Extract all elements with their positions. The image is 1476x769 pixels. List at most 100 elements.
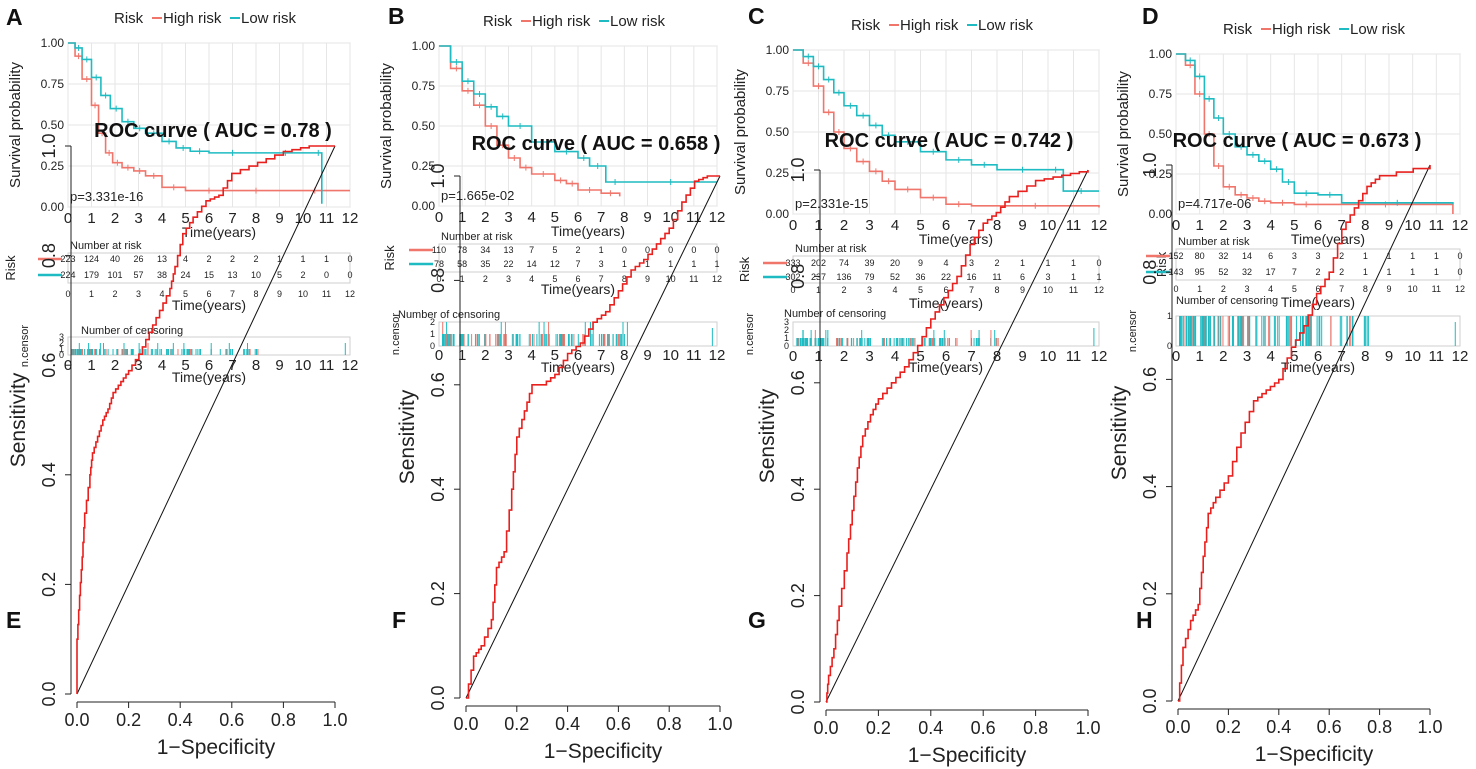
x-tick-label: 4 <box>1266 217 1274 234</box>
x-tick-label: 4 <box>891 217 899 234</box>
censor-x-tick: 9 <box>275 357 283 374</box>
x-tick-label: 5 <box>916 217 924 234</box>
censor-box <box>792 321 1100 347</box>
censor-x-tick: 0 <box>1172 348 1180 365</box>
y-axis-label: Survival probability <box>378 63 395 189</box>
roc-y-axis-label: Sensitivity <box>7 372 30 467</box>
risk-x-tick: 2 <box>483 274 488 284</box>
censor-x-tick: 0 <box>435 347 443 364</box>
risk-x-tick: 3 <box>1244 284 1249 294</box>
risk-x-tick: 7 <box>230 289 235 299</box>
censor-x-tick: 1 <box>814 348 822 365</box>
risk-x-tick: 6 <box>1315 284 1320 294</box>
x-tick-label: 11 <box>1066 217 1082 234</box>
risk-x-tick: 4 <box>892 285 897 295</box>
x-tick-label: 3 <box>504 209 512 226</box>
risk-x-tick: 0 <box>790 285 795 295</box>
roc-y-tick-label: 1.0 <box>788 157 808 182</box>
y-tick-label: 0.75 <box>766 84 790 98</box>
roc-y-tick-label: 1.0 <box>428 163 448 188</box>
censor-y-tick: 2 <box>430 317 435 327</box>
risk-table-row-label: Risk <box>1154 251 1169 277</box>
risk-x-tick: 11 <box>1432 284 1441 294</box>
censor-x-label: Time(years) <box>541 359 615 375</box>
risk-x-tick: 6 <box>206 289 211 299</box>
risk-x-tick: 5 <box>918 285 923 295</box>
risk-count-cell: 36 <box>915 272 925 282</box>
risk-count-cell: 11 <box>992 272 1001 282</box>
risk-table-box <box>1175 248 1461 281</box>
censor-x-tick: 10 <box>1404 348 1421 365</box>
y-axis-label: Survival probability <box>732 69 749 195</box>
risk-x-tick: 7 <box>599 274 604 284</box>
risk-count-cell: 12 <box>550 259 560 269</box>
x-tick-label: 0 <box>1172 217 1180 234</box>
risk-x-tick: 3 <box>506 274 511 284</box>
risk-x-tick: 8 <box>1363 284 1368 294</box>
risk-count-cell: 20 <box>890 258 900 268</box>
roc-title: ROC curve ( AUC = 0.78 ) <box>94 120 332 142</box>
x-tick-label: 10 <box>662 209 679 226</box>
x-tick-label: 6 <box>574 209 582 226</box>
roc-y-tick-label: 0.4 <box>428 477 448 502</box>
roc-x-tick-label: 0.6 <box>606 714 631 734</box>
risk-x-tick: 1 <box>816 285 821 295</box>
risk-count-cell: 1 <box>1096 272 1101 282</box>
panel-letter-A: A <box>6 4 23 30</box>
legend-title: Risk <box>483 13 513 30</box>
risk-x-tick: 11 <box>689 274 698 284</box>
y-tick-label: 0.25 <box>41 159 65 173</box>
y-tick-label: 1.00 <box>41 36 65 50</box>
roc-y-tick-label: 0.2 <box>428 581 448 606</box>
x-tick-label: 9 <box>643 209 651 226</box>
censor-x-tick: 2 <box>840 348 848 365</box>
x-tick-label: 5 <box>551 209 559 226</box>
x-tick-label: 5 <box>1290 217 1298 234</box>
risk-count-cell: 7 <box>575 259 580 269</box>
censor-y-tick: 3 <box>59 332 64 342</box>
risk-count-cell: 0 <box>622 245 627 255</box>
km-curve-low-risk <box>439 45 717 183</box>
risk-count-cell: 80 <box>1195 251 1205 261</box>
roc-y-tick-label: 0.4 <box>1140 474 1160 499</box>
roc-curve <box>1178 165 1431 702</box>
x-tick-label: 4 <box>158 210 166 227</box>
roc-x-tick-label: 0.8 <box>1023 718 1048 738</box>
risk-x-label: Time(years) <box>172 297 246 313</box>
censor-x-tick: 10 <box>295 357 312 374</box>
risk-x-label: Time(years) <box>1281 294 1355 310</box>
legend-label-low-risk: Low risk <box>241 10 297 27</box>
roc-y-tick-label: 1.0 <box>1140 152 1160 177</box>
x-tick-label: 12 <box>1091 217 1108 234</box>
risk-count-cell: 302 <box>785 272 800 282</box>
roc-x-tick-label: 0.2 <box>866 718 891 738</box>
censor-x-tick: 3 <box>1243 348 1251 365</box>
risk-x-tick: 10 <box>666 274 676 284</box>
roc-y-tick-label: 0.6 <box>39 353 59 378</box>
censor-x-tick: 6 <box>205 357 213 374</box>
censor-title: Number of censoring <box>784 308 886 320</box>
risk-count-cell: 78 <box>457 245 467 255</box>
risk-x-tick: 6 <box>575 274 580 284</box>
roc-panel-G: G ROC curve ( AUC = 0.742 ) 0.0 0.2 0.4 0.6 0.… <box>748 130 1101 767</box>
risk-x-tick: 8 <box>994 285 999 295</box>
risk-table-box <box>67 252 351 284</box>
roc-x-tick-label: 0.2 <box>504 714 529 734</box>
risk-x-tick: 7 <box>1339 284 1344 294</box>
risk-count-cell: 1 <box>1045 258 1050 268</box>
risk-count-cell: 38 <box>157 270 167 280</box>
legend-label-low-risk: Low risk <box>978 17 1034 34</box>
roc-x-tick-label: 0.0 <box>1165 717 1190 737</box>
censor-title: Number of censoring <box>81 325 183 337</box>
risk-x-tick: 12 <box>1094 285 1104 295</box>
risk-count-cell: 1 <box>1071 258 1076 268</box>
roc-curve <box>826 170 1089 703</box>
risk-count-cell: 22 <box>941 272 951 282</box>
y-axis-label: Survival probability <box>1115 71 1132 197</box>
risk-count-cell: 13 <box>503 245 513 255</box>
x-tick-label: 8 <box>620 209 628 226</box>
risk-count-cell: 22 <box>503 259 513 269</box>
panel-letter-F: F <box>392 607 406 633</box>
risk-count-cell: 52 <box>1218 267 1228 277</box>
risk-count-cell: 2 <box>994 258 999 268</box>
